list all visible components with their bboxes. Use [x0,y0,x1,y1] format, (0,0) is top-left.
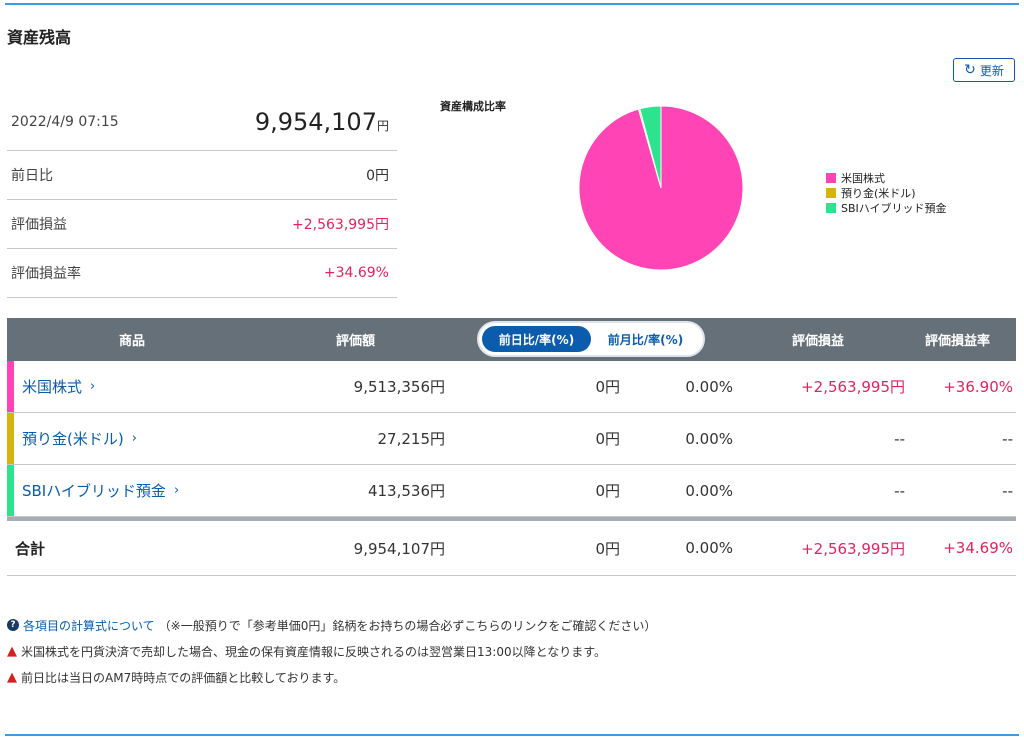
chevron-right-icon: › [90,379,96,394]
cell-profit-loss: +2,563,995円 [801,539,905,558]
warning-text: 前日比は当日のAM7時時点での評価額と比較しております。 [21,670,346,685]
cell-diff: 0円 [595,539,620,558]
toggle-daily-change[interactable]: 前日比/率(%) [482,326,591,352]
toggle-monthly-change[interactable]: 前月比/率(%) [607,332,684,347]
cell-diff-rate: 0.00% [685,429,733,448]
warning-icon: ▲ [7,643,17,659]
header-valuation: 評価額 [336,334,376,349]
legend-label: 預り金(米ドル) [841,186,916,200]
cell-profit-loss-rate: +36.90% [943,377,1013,396]
cell-profit-loss-rate: -- [1002,481,1013,500]
cell-profit-loss: +2,563,995円 [801,378,905,396]
product-link-us-stocks[interactable]: 米国株式 › [22,361,95,412]
cell-valuation: 9,513,356円 [353,378,445,396]
balance-summary: 2022/4/9 07:15 9,954,107円 前日比 0円 評価損益 +2… [7,94,397,298]
summary-value: +2,563,995円 [292,217,389,233]
cell-profit-loss: -- [894,429,905,448]
refresh-icon: ↻ [964,62,976,78]
header-profit-loss-rate: 評価損益率 [925,334,991,349]
page-title: 資産残高 [7,28,72,47]
header-profit-loss: 評価損益 [792,334,845,349]
chart-legend: 米国株式 預り金(米ドル) SBIハイブリッド預金 [826,170,947,215]
summary-label: 評価損益 [11,217,67,233]
asset-allocation-pie-chart [578,105,744,271]
summary-value: +34.69% [323,265,389,281]
question-icon: ? [7,619,19,631]
chart-title: 資産構成比率 [440,100,506,113]
summary-total-value: 9,954,107 [254,108,377,136]
summary-row-profit-loss: 評価損益 +2,563,995円 [7,200,397,249]
bottom-divider [5,734,1019,736]
product-name: 米国株式 [22,378,83,396]
cell-diff-rate: 0.00% [685,377,733,396]
row-color-bar [7,465,14,516]
refresh-label: 更新 [979,63,1004,78]
summary-label: 前日比 [11,168,53,184]
table-divider [7,517,1016,521]
chevron-right-icon: › [131,431,137,446]
note-warning: ▲ 前日比は当日のAM7時時点での評価額と比較しております。 [7,664,656,690]
header-product: 商品 [119,334,146,349]
row-color-bar [7,361,14,412]
pie-slice-3 [639,105,662,189]
table-row: 預り金(米ドル) › 27,215円 0円 0.00% -- -- [7,413,1016,465]
warning-text: 米国株式を円貨決済で売却した場合、現金の保有資産情報に反映されるのは翌営業日13… [21,644,607,659]
legend-label: 米国株式 [841,171,885,185]
cell-valuation: 413,536円 [367,482,445,500]
holdings-table: 商品 評価額 前日比/率(%) 前月比/率(%) 評価損益 評価損益率 米国株式… [7,318,1016,576]
product-name: 預り金(米ドル) [22,430,124,448]
row-color-bar [7,413,14,464]
product-name: SBIハイブリッド預金 [22,482,166,500]
refresh-button[interactable]: ↻ 更新 [953,58,1015,82]
total-label: 合計 [15,539,46,558]
note-warning: ▲ 米国株式を円貨決済で売却した場合、現金の保有資産情報に反映されるのは翌営業日… [7,638,656,664]
cell-diff: 0円 [595,430,620,448]
formula-link[interactable]: 各項目の計算式について [23,618,155,633]
legend-item: SBIハイブリッド預金 [826,200,947,215]
legend-swatch [826,172,836,183]
legend-swatch [826,187,836,198]
comparison-toggle[interactable]: 前日比/率(%) 前月比/率(%) [477,321,705,357]
warning-icon: ▲ [7,669,17,685]
summary-total: 9,954,107円 [255,108,389,136]
cell-valuation: 27,215円 [377,430,446,448]
cell-profit-loss-rate: +34.69% [943,539,1013,557]
legend-label: SBIハイブリッド預金 [841,201,947,215]
cell-diff-rate: 0.00% [685,481,733,500]
product-link-hybrid-deposit[interactable]: SBIハイブリッド預金 › [22,465,179,516]
summary-total-unit: 円 [376,119,389,133]
summary-row-profit-loss-rate: 評価損益率 +34.69% [7,249,397,298]
table-total-row: 合計 9,954,107円 0円 0.00% +2,563,995円 +34.6… [7,521,1016,576]
legend-swatch [826,202,836,213]
summary-label: 評価損益率 [11,266,81,282]
product-link-usd-deposit[interactable]: 預り金(米ドル) › [22,413,137,464]
summary-row-daily-change: 前日比 0円 [7,151,397,200]
legend-item: 米国株式 [826,170,947,185]
chevron-right-icon: › [173,483,180,498]
cell-profit-loss: -- [894,481,905,500]
notes: ? 各項目の計算式について （※一般預りで「参考単価0円」銘柄をお持ちの場合必ず… [7,612,656,690]
table-header: 商品 評価額 前日比/率(%) 前月比/率(%) 評価損益 評価損益率 [7,318,1016,361]
summary-total-row: 2022/4/9 07:15 9,954,107円 [7,94,397,151]
cell-diff-rate: 0.00% [685,539,733,557]
pie-slice-1 [578,105,744,271]
cell-diff: 0円 [595,378,620,396]
note-formula: ? 各項目の計算式について （※一般預りで「参考単価0円」銘柄をお持ちの場合必ず… [7,612,656,638]
legend-item: 預り金(米ドル) [826,185,947,200]
table-row: SBIハイブリッド預金 › 413,536円 0円 0.00% -- -- [7,465,1016,517]
formula-note: （※一般預りで「参考単価0円」銘柄をお持ちの場合必ずこちらのリンクをご確認くださ… [158,618,657,633]
cell-valuation: 9,954,107円 [353,539,445,558]
top-divider [5,3,1019,5]
table-row: 米国株式 › 9,513,356円 0円 0.00% +2,563,995円 +3… [7,361,1016,413]
summary-value: 0円 [366,168,389,184]
cell-profit-loss-rate: -- [1002,429,1013,448]
cell-diff: 0円 [595,482,620,500]
summary-datetime: 2022/4/9 07:15 [11,114,119,130]
